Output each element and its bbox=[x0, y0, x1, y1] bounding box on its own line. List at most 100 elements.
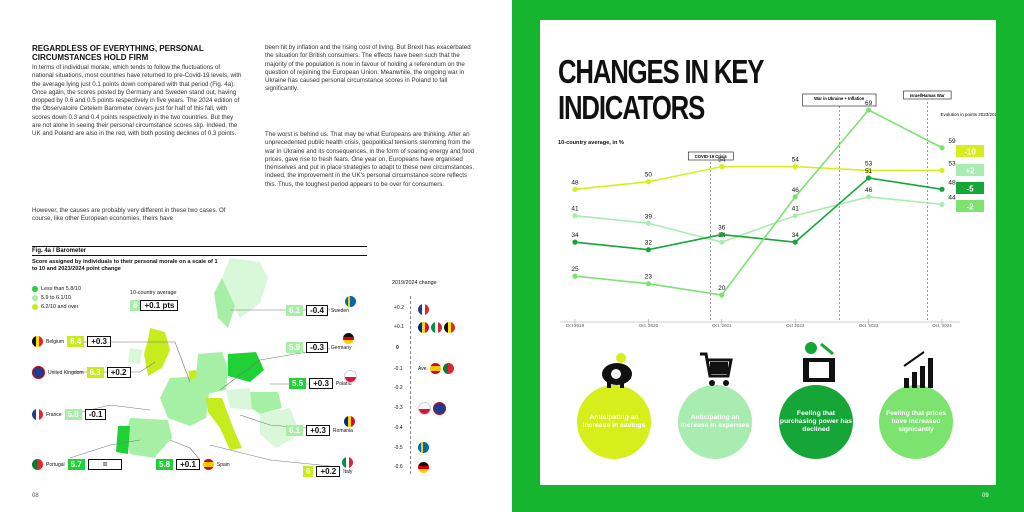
column-1-paragraph-1: In terms of individual morale, which ten… bbox=[32, 64, 242, 138]
bar-chart-up-icon bbox=[903, 351, 933, 388]
leader-line-france bbox=[69, 404, 151, 416]
evolution-title: Evolution in points 2023/2024 bbox=[940, 112, 996, 117]
data-point bbox=[792, 213, 798, 219]
annotation-label: Israel/Hamas War bbox=[910, 93, 945, 98]
country-belgium: Belgium 6.4 +0.3 bbox=[32, 336, 111, 347]
country-poland: 5.5 +0.3 Poland bbox=[289, 378, 352, 389]
data-point bbox=[572, 213, 578, 219]
country-portugal: Portugal 5.7 = bbox=[32, 459, 123, 470]
series-line bbox=[574, 165, 942, 191]
section-heading: REGARDLESS OF EVERYTHING, PERSONAL CIRCU… bbox=[32, 44, 204, 62]
annotation-box bbox=[903, 90, 952, 100]
legend-item: 5.9 to 6.1/10 bbox=[32, 295, 81, 301]
map-sweden bbox=[214, 278, 235, 328]
data-point bbox=[719, 164, 725, 170]
figure-subtitle: Score assigned by individuals to their p… bbox=[32, 259, 218, 272]
evolution-badge bbox=[956, 182, 984, 194]
country-united-kingdom: United Kingdom 6.3 +0.2 bbox=[32, 366, 131, 379]
romania-flag-icon bbox=[344, 416, 355, 427]
annotation-label: War in Ukraine + Inflation bbox=[814, 96, 865, 101]
page-number-right: 09 bbox=[982, 493, 989, 499]
country-romania: 6.1 +0.3 Romania bbox=[286, 425, 353, 436]
data-label: 44 bbox=[948, 194, 956, 201]
data-point bbox=[719, 292, 725, 298]
scale-flags-minus03 bbox=[418, 402, 446, 415]
x-tick-label: Oct. 2020 bbox=[639, 323, 659, 328]
page-title: CHANGES IN KEY INDICATORS bbox=[558, 53, 764, 126]
data-label: 48 bbox=[948, 179, 956, 186]
germany-flag-icon bbox=[343, 333, 354, 344]
chart-subtitle: 10-country average, in % bbox=[558, 140, 624, 146]
evolution-value: -10 bbox=[964, 148, 976, 157]
circle-expenses: Anticipating an increase in expenses bbox=[678, 385, 752, 459]
map-germany bbox=[196, 352, 228, 394]
data-point bbox=[645, 179, 651, 185]
circle-purchasing-power: Feeling that purchasing power has declin… bbox=[779, 385, 853, 459]
scale-tick: +0.1 bbox=[394, 324, 404, 330]
series-line bbox=[574, 177, 943, 251]
data-label: 54 bbox=[792, 157, 800, 164]
shopping-cart-icon bbox=[700, 352, 733, 386]
evolution-badge bbox=[956, 164, 984, 176]
data-label: 34 bbox=[792, 232, 800, 239]
scale-tick: -0.1 bbox=[394, 366, 403, 372]
figure-tag: Fig. 4a / Barometer bbox=[32, 246, 367, 256]
country-spain: 5.8 +0.1 Spain bbox=[156, 459, 230, 470]
average-score: 6 bbox=[130, 300, 141, 311]
spain-flag-icon bbox=[202, 459, 214, 470]
scale-flags-minus01: Ave. bbox=[418, 363, 454, 374]
data-point bbox=[572, 273, 578, 279]
evolution-badge bbox=[956, 145, 984, 157]
italy-flag-icon bbox=[342, 457, 353, 468]
evolution-value: +2 bbox=[965, 167, 975, 176]
legend-item: Less than 5.8/10 bbox=[32, 286, 81, 292]
data-label: 23 bbox=[645, 274, 653, 281]
country-sweden: 6.1 -0.4 Sweden bbox=[286, 305, 349, 316]
map-leader-lines bbox=[69, 309, 331, 467]
data-point bbox=[939, 167, 945, 174]
scale-tick: +0.2 bbox=[394, 305, 404, 311]
map-spain bbox=[126, 418, 172, 458]
portugal-flag-icon bbox=[32, 459, 43, 470]
scale-tick: 0 bbox=[396, 345, 399, 351]
data-label: 32 bbox=[645, 240, 653, 247]
data-point bbox=[645, 247, 651, 253]
scale-flags-minus05 bbox=[418, 442, 429, 453]
left-page: REGARDLESS OF EVERYTHING, PERSONAL CIRCU… bbox=[32, 44, 475, 499]
x-tick-label: Oct. 2024 bbox=[932, 323, 952, 328]
data-label: 20 bbox=[718, 285, 726, 292]
data-point bbox=[939, 145, 945, 151]
data-point bbox=[866, 175, 872, 181]
x-tick-label: Oct. 2023 bbox=[859, 323, 879, 328]
europe-map bbox=[116, 258, 300, 458]
data-label: 34 bbox=[571, 232, 579, 239]
evolution-badge bbox=[956, 200, 984, 212]
legend-swatch bbox=[32, 286, 38, 292]
country-italy: 6 +0.2 Italy bbox=[303, 466, 352, 477]
page-number-left: 08 bbox=[32, 493, 39, 499]
data-label: 51 bbox=[865, 168, 873, 175]
legend-swatch bbox=[32, 304, 38, 310]
average-change: +0.1 pts bbox=[140, 300, 179, 311]
map-central-europe bbox=[226, 388, 252, 410]
map-france bbox=[160, 376, 210, 426]
scale-tick: -0.5 bbox=[394, 445, 403, 451]
average-label: 10-country average bbox=[130, 290, 177, 296]
scale-tick: -0.4 bbox=[394, 425, 403, 431]
annotation-box bbox=[802, 93, 877, 107]
data-label: 36 bbox=[718, 225, 726, 232]
series-line bbox=[574, 196, 943, 243]
evolution-value: -2 bbox=[966, 203, 974, 212]
map-portugal bbox=[116, 426, 130, 454]
data-point bbox=[866, 167, 872, 174]
sweden-flag-icon bbox=[345, 296, 356, 307]
data-label: 69 bbox=[865, 100, 873, 107]
map-romania bbox=[248, 392, 282, 414]
data-label: 25 bbox=[571, 266, 579, 273]
data-point bbox=[645, 281, 651, 287]
scale-flags-plus01 bbox=[418, 322, 455, 333]
data-point bbox=[572, 239, 578, 245]
legend-swatch bbox=[32, 295, 38, 301]
piggy-bank-icon bbox=[602, 353, 632, 388]
scale-flags-minus06 bbox=[418, 462, 429, 473]
